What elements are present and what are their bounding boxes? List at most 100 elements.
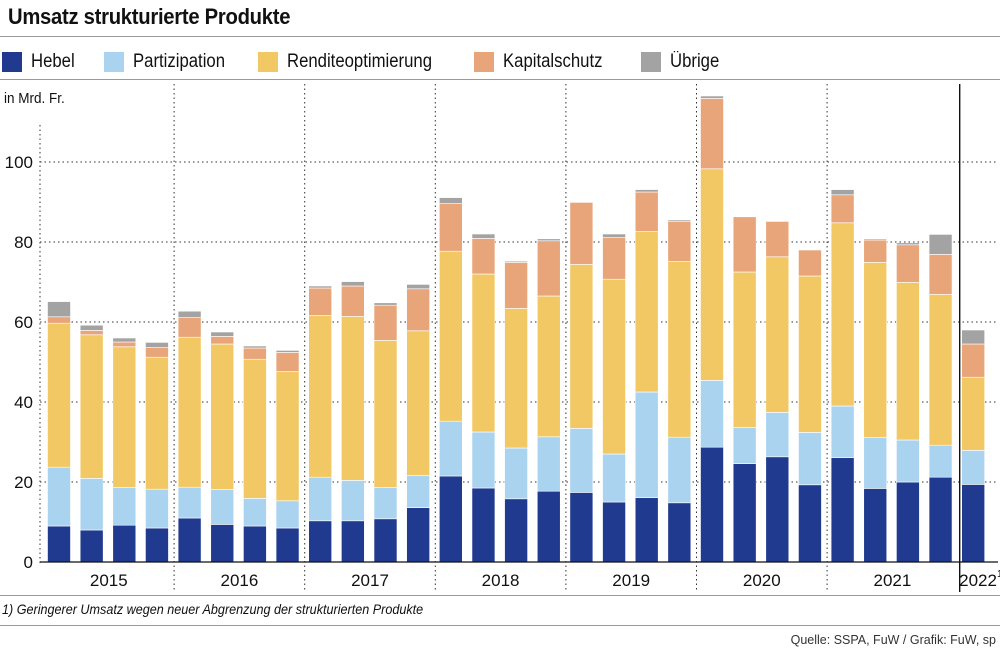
bar-2020-q3-hebel — [765, 456, 790, 563]
bar-2018-q4-renditeoptimierung — [536, 295, 561, 438]
bar-2021-q4-brige — [928, 234, 953, 255]
bar-2022-q1-kapitalschutz — [961, 343, 986, 378]
bar-2020-q3-renditeoptimierung — [765, 256, 790, 413]
bar-2016-q1-kapitalschutz — [177, 317, 202, 338]
bar-2017-q2-brige — [341, 281, 365, 287]
bar-2018-q1-kapitalschutz — [438, 203, 463, 252]
bar-2017-q2-hebel — [341, 520, 365, 563]
legend-item-partizipation: Partizipation — [104, 51, 238, 73]
bar-2022-q1-hebel — [961, 484, 986, 563]
y-tick-label-100: 100 — [5, 153, 33, 172]
legend-swatch-hebel — [2, 52, 22, 72]
bar-2018-q3-partizipation — [504, 447, 528, 500]
bar-2022-q1-brige — [961, 329, 986, 345]
bar-2016-q4-brige — [275, 350, 300, 353]
legend-item-hebel: Hebel — [2, 51, 81, 73]
bar-2016-q2-kapitalschutz — [210, 336, 235, 345]
bar-2020-q1-hebel — [700, 446, 724, 563]
legend-label-hebel: Hebel — [31, 51, 75, 72]
bar-2016-q1-hebel — [177, 517, 202, 563]
bar-2020-q1-renditeoptimierung — [700, 168, 724, 381]
bar-2018-q2-kapitalschutz — [471, 238, 496, 275]
legend-item-uebrige: Übrige — [641, 51, 726, 73]
x-year-label-2016: 2016 — [220, 571, 258, 590]
legend-swatch-partizipation — [104, 52, 124, 72]
bar-2021-q2-partizipation — [863, 437, 888, 489]
legend-rule — [0, 79, 1000, 80]
legend-label-kapitalschutz: Kapitalschutz — [503, 51, 603, 72]
bar-2020-q4-kapitalschutz — [798, 249, 822, 277]
bar-2020-q1-kapitalschutz — [700, 98, 724, 170]
bar-2018-q2-partizipation — [471, 431, 496, 489]
bar-2020-q4-partizipation — [798, 432, 822, 486]
y-tick-label-0: 0 — [24, 553, 33, 572]
bar-2016-q1-partizipation — [177, 486, 202, 519]
bar-2015-q3-renditeoptimierung — [112, 346, 137, 488]
bar-2019-q4-renditeoptimierung — [667, 261, 692, 438]
bar-2021-q1-brige — [830, 189, 855, 196]
bar-2018-q3-brige — [504, 260, 528, 263]
bar-2017-q2-kapitalschutz — [341, 285, 365, 317]
bar-2016-q3-hebel — [243, 525, 267, 563]
bar-2015-q3-partizipation — [112, 487, 137, 526]
bar-2021-q3-brige — [896, 242, 920, 246]
bar-2016-q4-partizipation — [275, 500, 300, 529]
bar-2020-q2-renditeoptimierung — [732, 271, 757, 428]
y-tick-label-60: 60 — [14, 313, 33, 332]
bar-2020-q2-partizipation — [732, 427, 757, 464]
bar-2020-q3-partizipation — [765, 412, 790, 458]
bar-2015-q3-brige — [112, 337, 137, 343]
bar-2018-q1-brige — [438, 197, 463, 204]
x-year-label-2015: 2015 — [90, 571, 128, 590]
bar-2019-q4-kapitalschutz — [667, 221, 692, 262]
bar-2020-q3-brige — [765, 220, 790, 222]
bar-2015-q3-hebel — [112, 524, 137, 563]
bar-2019-q4-hebel — [667, 502, 692, 563]
bar-2021-q3-kapitalschutz — [896, 244, 920, 283]
bar-2020-q2-kapitalschutz — [732, 216, 757, 273]
bar-2016-q4-hebel — [275, 527, 300, 563]
bar-2020-q3-kapitalschutz — [765, 221, 790, 258]
bar-2018-q3-renditeoptimierung — [504, 308, 528, 449]
bar-2018-q4-hebel — [536, 490, 561, 563]
bar-2015-q1-brige — [47, 301, 71, 318]
x-year-footnote-mark: 1) — [997, 569, 1000, 580]
bar-2021-q3-partizipation — [896, 439, 920, 483]
bar-2017-q3-partizipation — [373, 487, 398, 520]
bar-2020-q1-brige — [700, 95, 724, 99]
x-year-label-2022: 2022 — [959, 571, 997, 590]
bar-2016-q4-kapitalschutz — [275, 352, 300, 372]
bar-2016-q1-renditeoptimierung — [177, 336, 202, 488]
bar-2016-q2-hebel — [210, 524, 235, 563]
bar-2017-q4-renditeoptimierung — [406, 330, 430, 476]
bar-2015-q2-partizipation — [79, 478, 104, 531]
title-rule — [0, 36, 1000, 37]
bar-2018-q4-partizipation — [536, 436, 561, 492]
bar-2020-q2-hebel — [732, 463, 757, 563]
bar-2017-q2-partizipation — [341, 480, 365, 522]
legend-label-renditeoptimierung: Renditeoptimierung — [287, 51, 432, 72]
bar-2019-q2-hebel — [602, 501, 626, 563]
bar-2019-q3-hebel — [634, 497, 659, 563]
bar-2015-q2-brige — [79, 324, 104, 331]
bar-2015-q1-hebel — [47, 525, 71, 563]
bar-2017-q1-hebel — [308, 520, 333, 563]
bar-2018-q2-brige — [471, 233, 496, 239]
bar-2018-q3-hebel — [504, 498, 528, 563]
bar-2019-q3-kapitalschutz — [634, 191, 659, 232]
bar-2019-q1-renditeoptimierung — [569, 264, 594, 429]
bar-2016-q3-brige — [243, 345, 267, 349]
x-year-label-2021: 2021 — [873, 571, 911, 590]
bar-2021-q3-renditeoptimierung — [896, 282, 920, 441]
bar-2017-q1-partizipation — [308, 476, 333, 522]
y-tick-label-40: 40 — [14, 393, 33, 412]
legend-label-partizipation: Partizipation — [133, 51, 226, 72]
bar-2021-q1-renditeoptimierung — [830, 222, 855, 407]
bar-2016-q3-partizipation — [243, 498, 267, 527]
bar-2020-q4-hebel — [798, 484, 822, 563]
bar-2017-q4-kapitalschutz — [406, 288, 430, 332]
bar-2021-q2-renditeoptimierung — [863, 262, 888, 438]
bar-2018-q2-hebel — [471, 487, 496, 563]
x-year-label-2018: 2018 — [482, 571, 520, 590]
bar-2019-q2-partizipation — [602, 453, 626, 503]
